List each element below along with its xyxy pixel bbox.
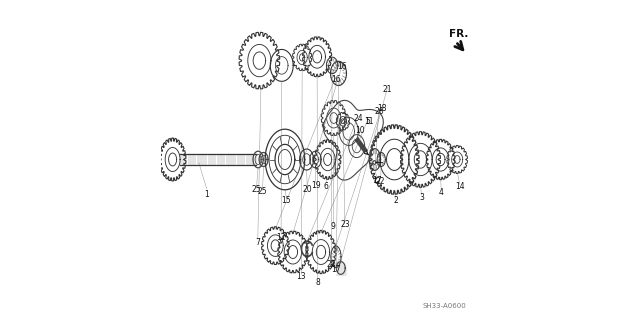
- Text: 23: 23: [340, 220, 349, 229]
- Text: FR.: FR.: [449, 29, 468, 39]
- Text: 1: 1: [204, 190, 209, 199]
- Text: 25: 25: [252, 185, 261, 194]
- Text: 5: 5: [365, 117, 371, 126]
- Text: 20: 20: [303, 185, 312, 194]
- Text: 7: 7: [255, 238, 260, 247]
- Text: SH33-A0600: SH33-A0600: [422, 303, 466, 308]
- Text: 16: 16: [331, 75, 340, 84]
- Text: 25: 25: [258, 187, 268, 196]
- Text: 24: 24: [353, 114, 363, 123]
- Text: 13: 13: [297, 272, 307, 281]
- Text: 19: 19: [311, 181, 321, 189]
- Text: 4: 4: [439, 189, 444, 197]
- Text: 17: 17: [372, 176, 382, 185]
- Text: 21: 21: [383, 85, 392, 94]
- Text: 22: 22: [376, 177, 385, 186]
- Text: 2: 2: [394, 197, 398, 205]
- Text: 8: 8: [315, 278, 320, 287]
- Text: 11: 11: [364, 117, 373, 126]
- Text: 16: 16: [337, 63, 347, 71]
- Text: 22: 22: [326, 260, 336, 269]
- Text: 18: 18: [378, 104, 387, 113]
- Text: 3: 3: [419, 193, 424, 202]
- Text: 26: 26: [374, 107, 384, 116]
- Text: 6: 6: [324, 182, 329, 191]
- Text: 10: 10: [355, 126, 365, 135]
- Text: 17: 17: [332, 265, 341, 274]
- Text: 9: 9: [331, 222, 336, 231]
- Text: 14: 14: [455, 182, 465, 191]
- Text: 12: 12: [276, 233, 286, 241]
- Text: 15: 15: [282, 197, 291, 205]
